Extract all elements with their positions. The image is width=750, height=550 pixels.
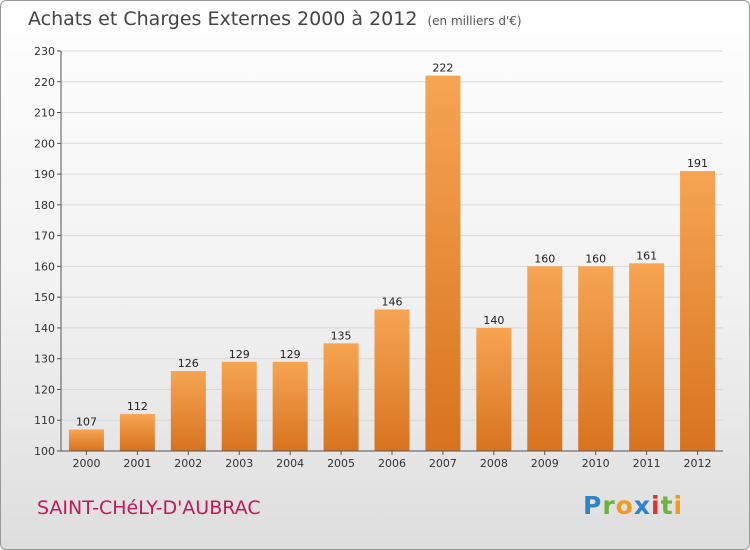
bar (374, 309, 410, 451)
data-label: 161 (636, 249, 657, 262)
bar (119, 414, 155, 451)
bar (680, 171, 716, 451)
y-tick-label: 190 (34, 168, 55, 181)
title-text: Achats et Charges Externes 2000 à 2012 (28, 8, 418, 30)
y-tick-label: 110 (34, 414, 55, 427)
x-tick-label: 2012 (684, 457, 712, 470)
y-tick-label: 210 (34, 107, 55, 120)
bar (425, 75, 461, 451)
data-label: 107 (76, 415, 97, 428)
bar (476, 327, 512, 451)
unit-label: (en milliers d'€) (427, 14, 522, 28)
data-label: 191 (687, 157, 708, 170)
axes (57, 50, 723, 455)
data-label: 160 (585, 252, 606, 265)
bar (629, 263, 665, 451)
labels: 100 110 120 130 140 150 160 170 180 190 200 210 220 2… (34, 45, 712, 470)
x-tick-label: 2000 (72, 457, 100, 470)
bars (68, 75, 716, 451)
bar (527, 266, 563, 451)
x-tick-label: 2001 (123, 457, 151, 470)
data-label: 112 (127, 400, 148, 413)
data-label: 126 (178, 357, 199, 370)
bar (68, 429, 104, 451)
data-label: 135 (331, 329, 352, 342)
y-tick-label: 170 (34, 230, 55, 243)
data-label: 129 (229, 348, 250, 361)
data-label: 146 (382, 295, 403, 308)
y-tick-label: 150 (34, 291, 55, 304)
logo-letter: i (673, 491, 684, 520)
bar (272, 361, 308, 451)
proxiti-logo: Proxiti (583, 491, 683, 520)
bar (221, 361, 257, 451)
bar (578, 266, 614, 451)
logo-letter: r (602, 491, 616, 520)
y-tick-label: 120 (34, 383, 55, 396)
x-tick-label: 2004 (276, 457, 304, 470)
logo-letter: o (615, 491, 634, 520)
y-tick-label: 180 (34, 199, 55, 212)
x-tick-label: 2011 (633, 457, 661, 470)
x-tick-label: 2010 (582, 457, 610, 470)
y-tick-label: 220 (34, 76, 55, 89)
x-tick-label: 2007 (429, 457, 457, 470)
data-label: 140 (483, 314, 504, 327)
x-tick-label: 2002 (174, 457, 202, 470)
x-tick-label: 2006 (378, 457, 406, 470)
logo-letter: P (583, 491, 603, 520)
x-tick-label: 2009 (531, 457, 559, 470)
y-tick-label: 130 (34, 353, 55, 366)
y-tick-label: 160 (34, 260, 55, 273)
logo-letter: x (633, 491, 651, 520)
y-tick-label: 200 (34, 137, 55, 150)
y-tick-label: 100 (34, 445, 55, 458)
data-label: 129 (280, 348, 301, 361)
bar (323, 343, 359, 451)
data-label: 160 (534, 252, 555, 265)
bar (170, 371, 206, 451)
x-tick-label: 2005 (327, 457, 355, 470)
data-label: 222 (432, 62, 453, 75)
x-tick-label: 2008 (480, 457, 508, 470)
y-tick-label: 140 (34, 322, 55, 335)
logo-letter: i (651, 491, 661, 520)
x-tick-label: 2003 (225, 457, 253, 470)
logo-letter: t (660, 491, 674, 520)
chart-title: Achats et Charges Externes 2000 à 2012 (e… (28, 8, 522, 30)
y-tick-label: 230 (34, 45, 55, 58)
commune-name: SAINT-CHéLY-D'AUBRAC (37, 497, 261, 519)
